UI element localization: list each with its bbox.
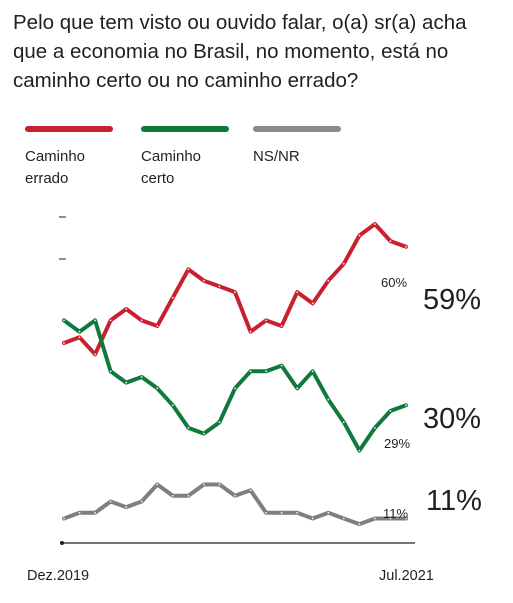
data-point-caminho-errado: [280, 325, 283, 327]
data-point-caminho-certo: [374, 427, 376, 429]
legend-swatch-ns-nr: [253, 126, 341, 132]
data-point-ns-nr: [187, 494, 190, 497]
legend-item-caminho-certo: Caminho certo: [141, 126, 231, 190]
data-point-caminho-certo: [109, 370, 112, 373]
data-point-caminho-certo: [218, 421, 221, 424]
data-point-caminho-errado: [203, 279, 205, 282]
data-point-ns-nr: [265, 511, 267, 514]
x-axis-end-label: Jul.2021: [379, 568, 434, 584]
data-point-caminho-certo: [187, 427, 190, 429]
x-axis-start-label: Dez.2019: [27, 568, 90, 584]
data-point-caminho-certo: [203, 432, 205, 435]
data-point-caminho-errado: [296, 291, 299, 293]
data-point-ns-nr: [249, 489, 252, 492]
data-point-caminho-errado: [140, 319, 143, 322]
data-point-caminho-errado: [311, 302, 314, 305]
data-point-ns-nr: [125, 506, 128, 508]
data-point-ns-nr: [296, 511, 299, 514]
data-point-ns-nr: [171, 494, 174, 497]
end-value-caminho-errado: 59%: [423, 284, 481, 316]
data-point-caminho-errado: [234, 291, 236, 293]
series-line-caminho-errado: [62, 222, 408, 357]
data-point-caminho-certo: [156, 387, 159, 390]
data-label-caminho-errado-peak: 60%: [381, 275, 407, 290]
data-point-caminho-certo: [249, 370, 252, 373]
data-point-ns-nr: [140, 500, 143, 503]
data-point-caminho-errado: [327, 279, 330, 282]
data-point-caminho-certo: [234, 387, 236, 390]
data-point-caminho-errado: [342, 262, 345, 265]
end-value-caminho-certo: 30%: [423, 403, 481, 435]
data-point-caminho-certo: [265, 370, 267, 373]
data-point-ns-nr: [156, 483, 159, 486]
x-axis-start-dot: [60, 541, 64, 545]
series-line-ns-nr: [62, 482, 408, 527]
data-label-caminho-certo-last: 29%: [384, 436, 410, 451]
data-point-caminho-errado: [187, 268, 190, 271]
data-point-caminho-errado: [218, 285, 221, 288]
data-point-caminho-errado: [109, 319, 112, 322]
data-point-ns-nr: [327, 511, 330, 514]
legend: Caminho errado Caminho certo NS/NR: [0, 0, 513, 200]
data-point-caminho-errado: [265, 319, 267, 322]
data-point-caminho-certo: [405, 404, 407, 407]
data-point-caminho-errado: [63, 342, 65, 344]
data-point-caminho-errado: [358, 234, 361, 237]
data-point-caminho-errado: [94, 353, 96, 356]
legend-item-ns-nr: NS/NR: [253, 126, 343, 168]
data-label-ns-nr-last: 11%: [383, 506, 408, 521]
data-point-caminho-certo: [78, 330, 81, 333]
data-point-caminho-certo: [389, 410, 392, 412]
data-point-ns-nr: [63, 517, 65, 520]
data-point-caminho-errado: [78, 336, 81, 339]
data-point-caminho-errado: [171, 296, 174, 299]
data-point-ns-nr: [374, 517, 376, 520]
legend-swatch-caminho-certo: [141, 126, 229, 132]
data-point-caminho-errado: [125, 308, 128, 310]
data-point-caminho-errado: [156, 325, 159, 327]
data-point-caminho-certo: [140, 376, 143, 378]
data-point-caminho-errado: [405, 245, 407, 248]
data-point-caminho-certo: [171, 404, 174, 407]
data-point-ns-nr: [280, 511, 283, 514]
data-point-ns-nr: [405, 517, 407, 520]
data-point-caminho-certo: [94, 319, 96, 322]
legend-label-ns-nr: NS/NR: [253, 148, 300, 165]
legend-item-caminho-errado: Caminho errado: [25, 126, 115, 190]
end-value-ns-nr: 11%: [426, 485, 482, 517]
data-point-ns-nr: [234, 494, 236, 497]
data-point-caminho-certo: [327, 398, 330, 401]
data-point-caminho-certo: [296, 387, 299, 390]
data-point-caminho-certo: [342, 421, 345, 424]
data-point-caminho-errado: [249, 330, 252, 333]
legend-label-caminho-errado: Caminho errado: [25, 148, 86, 187]
data-point-caminho-certo: [358, 449, 361, 452]
data-point-ns-nr: [389, 517, 392, 520]
data-point-ns-nr: [358, 523, 361, 525]
data-point-caminho-certo: [311, 370, 314, 373]
data-point-caminho-certo: [280, 364, 283, 367]
data-point-caminho-errado: [374, 223, 376, 226]
data-point-ns-nr: [94, 511, 96, 514]
legend-label-caminho-certo: Caminho certo: [141, 148, 202, 187]
data-point-caminho-errado: [389, 240, 392, 243]
data-point-ns-nr: [78, 511, 81, 514]
data-point-ns-nr: [342, 517, 345, 520]
chart-title: Pelo que tem visto ou ouvido falar, o(a)…: [13, 11, 467, 92]
data-point-ns-nr: [311, 517, 314, 520]
legend-swatch-caminho-errado: [25, 126, 113, 132]
data-point-ns-nr: [218, 483, 221, 486]
data-point-caminho-certo: [63, 319, 65, 322]
data-point-ns-nr: [109, 500, 112, 503]
data-point-ns-nr: [203, 483, 205, 486]
data-point-caminho-certo: [125, 381, 128, 384]
series-line-caminho-certo: [62, 318, 408, 453]
